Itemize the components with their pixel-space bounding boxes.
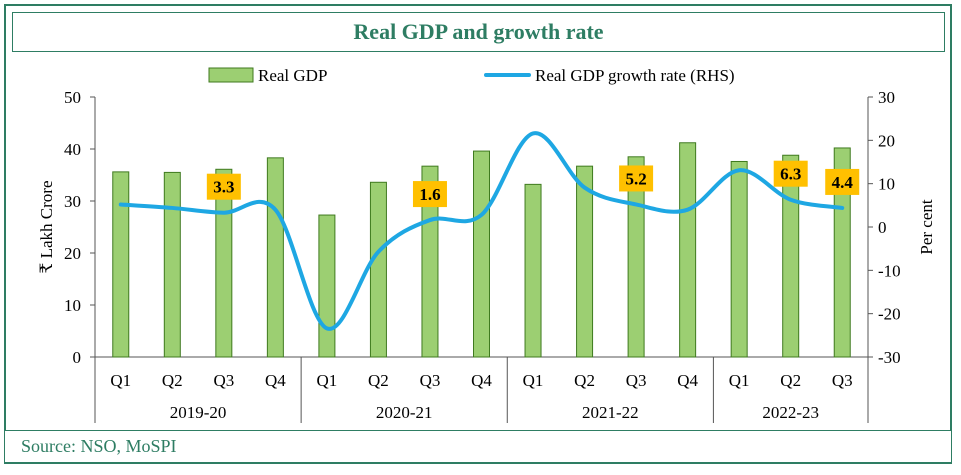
x-tick-label: Q3 (213, 371, 234, 390)
gdp-bar (266, 157, 284, 358)
data-label: 3.3 (213, 178, 234, 197)
x-tick-label: Q4 (677, 371, 698, 390)
gdp-bar (833, 147, 851, 358)
x-tick-label: Q3 (832, 371, 853, 390)
x-tick-label: Q2 (780, 371, 801, 390)
y-tick-label-right: 10 (878, 175, 895, 194)
group-label: 2019-20 (170, 403, 227, 422)
data-label-box (412, 181, 447, 208)
x-tick-label: Q2 (368, 371, 389, 390)
x-tick-label: Q1 (110, 371, 131, 390)
gdp-bar (112, 171, 130, 358)
gdp-bar (318, 214, 336, 358)
gdp-bar (421, 165, 439, 358)
data-label-box (619, 165, 654, 192)
source-text: Source: NSO, MoSPI (21, 436, 177, 456)
y-tick-label-right: 0 (878, 218, 887, 237)
y-tick-label-left: 20 (64, 244, 81, 263)
x-tick-label: Q2 (574, 371, 595, 390)
y-tick-label-right: -30 (878, 348, 901, 367)
gdp-bar (163, 171, 181, 358)
x-tick-label: Q4 (471, 371, 492, 390)
data-label-box (773, 160, 808, 187)
x-tick-label: Q4 (265, 371, 286, 390)
x-tick-label: Q3 (420, 371, 441, 390)
group-label: 2021-22 (582, 403, 639, 422)
y-tick-label-left: 10 (64, 296, 81, 315)
y-tick-label-right: 20 (878, 131, 895, 150)
x-tick-label: Q1 (317, 371, 338, 390)
source-band: Source: NSO, MoSPI (5, 430, 951, 462)
data-label-box (206, 173, 241, 200)
gdp-bar (524, 183, 542, 358)
x-tick-label: Q1 (523, 371, 544, 390)
x-tick-label: Q2 (162, 371, 183, 390)
gdp-bar (782, 154, 800, 358)
gdp-bar (473, 150, 490, 358)
gdp-bar (215, 168, 233, 358)
labels-layer: 3.3 1.6 5.2 6.3 4.4 (206, 160, 860, 208)
data-label-box (825, 168, 860, 195)
gdp-bar (730, 160, 748, 358)
legend-line-label: Real GDP growth rate (RHS) (535, 66, 735, 85)
legend-bar-swatch (208, 67, 254, 83)
y-tick-label-left: 0 (73, 348, 82, 367)
gdp-bar (679, 142, 697, 358)
gdp-bar (576, 165, 594, 358)
legend-bar-label: Real GDP (258, 66, 327, 85)
title-band: Real GDP and growth rate (12, 12, 945, 52)
y-tick-label-right: -20 (878, 305, 901, 324)
data-label: 4.4 (832, 173, 854, 192)
chart-frame (4, 4, 952, 464)
chart-title: Real GDP and growth rate (353, 19, 604, 44)
gdp-bar (369, 181, 387, 358)
y-tick-label-right: -10 (878, 261, 901, 280)
y-tick-label-left: 50 (64, 88, 81, 107)
data-label: 6.3 (780, 165, 801, 184)
group-label: 2020-21 (376, 403, 433, 422)
data-label: 1.6 (419, 185, 440, 204)
x-tick-label: Q1 (729, 371, 750, 390)
data-label: 5.2 (625, 169, 646, 188)
bars-layer (112, 142, 851, 358)
axes-layer: 0 10 20 30 40 50 -30 -20 -10 0 10 20 30 Q1 Q2 Q3 Q4 Q1 Q2 Q… (64, 88, 901, 423)
y-tick-label-right: 30 (878, 88, 895, 107)
y-axis-label-right: Per cent (917, 199, 936, 255)
y-tick-label-left: 40 (64, 140, 81, 159)
y-tick-label-left: 30 (64, 192, 81, 211)
group-label: 2022-23 (762, 403, 819, 422)
x-tick-label: Q3 (626, 371, 647, 390)
line-layer (118, 131, 845, 331)
y-axis-label-left: ₹ Lakh Crore (37, 181, 56, 274)
legend: Real GDP Real GDP growth rate (RHS) (208, 66, 735, 85)
growth-rate-line (118, 131, 845, 331)
